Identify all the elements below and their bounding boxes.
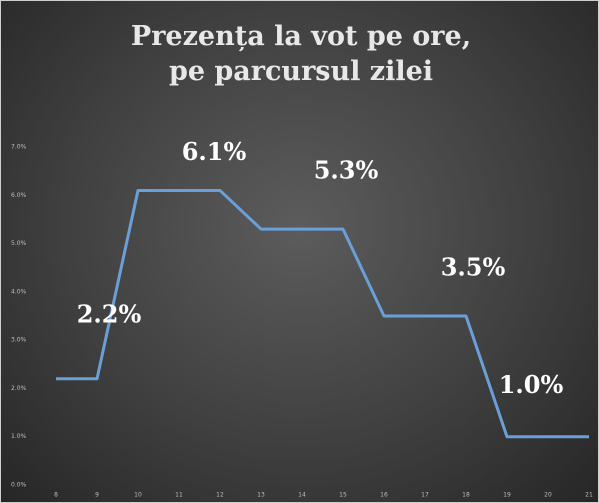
data-label: 3.5% [441,253,506,282]
x-tick-label: 13 [257,492,265,499]
data-label: 2.2% [77,299,142,328]
y-tick-label: 1.0% [11,433,27,440]
x-tick-label: 19 [503,492,511,499]
y-tick-label: 4.0% [11,288,27,295]
y-tick-label: 5.0% [11,240,27,247]
x-tick-label: 14 [298,492,306,499]
x-tick-label: 9 [95,492,99,499]
x-tick-label: 11 [175,492,183,499]
chart-title: Prezența la vot pe ore, pe parcursul zil… [130,21,472,87]
y-tick-label: 3.0% [11,337,27,344]
y-tick-label: 0.0% [11,482,27,489]
x-tick-label: 20 [544,492,552,499]
x-tick-label: 18 [462,492,470,499]
x-tick-label: 16 [380,492,388,499]
data-label: 1.0% [499,370,564,399]
x-tick-label: 8 [54,492,58,499]
line-series [56,188,589,439]
x-tick-label: 15 [339,492,347,499]
x-tick-label: 17 [421,492,429,499]
y-tick-label: 7.0% [11,144,27,151]
data-label: 5.3% [314,156,379,185]
x-tick-label: 10 [134,492,142,499]
x-tick-label: 21 [585,492,593,499]
data-label: 6.1% [182,137,247,166]
y-tick-label: 2.0% [11,385,27,392]
x-tick-label: 12 [216,492,224,499]
y-tick-label: 6.0% [11,192,27,199]
